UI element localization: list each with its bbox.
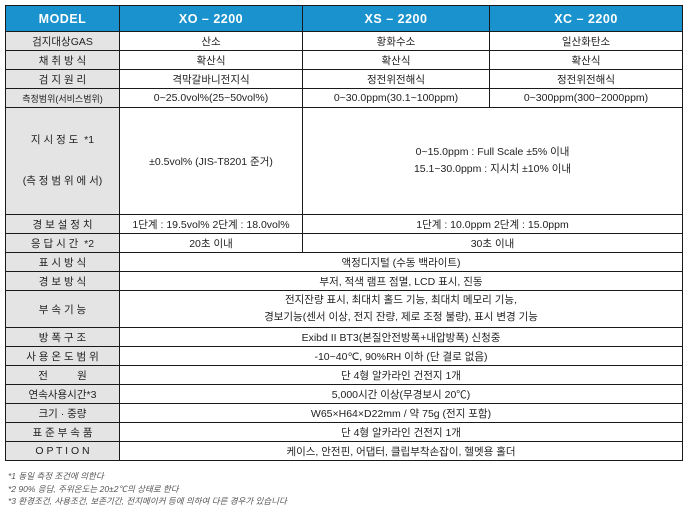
spec-cell: 산소 xyxy=(119,31,303,51)
spec-cell-full: W65×H64×D22mm / 약 75g (전지 포함) xyxy=(119,403,683,423)
spec-cell: 격막갈바니전지식 xyxy=(119,69,303,89)
header-xc2200: XC – 2200 xyxy=(489,5,683,32)
row-label: 경 보 방 식 xyxy=(5,271,120,291)
spec-cell-merged: 30초 이내 xyxy=(302,233,683,253)
row-label: 표 시 방 식 xyxy=(5,252,120,272)
spec-cell: 황화수소 xyxy=(302,31,490,51)
row-target-gas: 검지대상GAS 산소 황화수소 일산화탄소 xyxy=(5,31,683,51)
spec-cell-full: 부저, 적색 램프 점멸, LCD 표시, 진동 xyxy=(119,271,683,291)
spec-cell-full: 전지잔량 표시, 최대치 홀드 기능, 최대치 메모리 기능, 경보기능(센서 … xyxy=(119,290,683,328)
footnotes: *1 동일 측정 조건에 의한다 *2 90% 응답, 주위온도는 20±2℃의… xyxy=(8,470,682,508)
spec-cell: 0~25.0vol%(25~50vol%) xyxy=(119,88,303,108)
row-label: 표 준 부 속 품 xyxy=(5,422,120,442)
footnote-1: *1 동일 측정 조건에 의한다 xyxy=(8,471,104,481)
row-label: 채 취 방 식 xyxy=(5,50,120,70)
spec-cell-full: 단 4형 알카라인 건전지 1개 xyxy=(119,365,683,385)
row-label-line2: (측 정 범 위 에 서) xyxy=(22,175,103,187)
spec-cell: ±0.5vol% (JIS-T8201 준거) xyxy=(119,107,303,215)
spec-cell: 1단계 : 19.5vol% 2단계 : 18.0vol% xyxy=(119,214,303,234)
row-additional-functions: 부 속 기 능 전지잔량 표시, 최대치 홀드 기능, 최대치 메모리 기능, … xyxy=(5,290,683,328)
functions-line1: 전지잔량 표시, 최대치 홀드 기능, 최대치 메모리 기능, xyxy=(284,294,518,306)
row-label: 응 답 시 간 *2 xyxy=(5,233,120,253)
row-label: 검지대상GAS xyxy=(5,31,120,51)
row-label: 측정범위(서비스범위) xyxy=(5,88,120,108)
spec-cell: 확산식 xyxy=(302,50,490,70)
spec-cell-full: Exibd II BT3(본질안전방폭+내압방폭) 신청중 xyxy=(119,327,683,347)
row-response-time: 응 답 시 간 *2 20초 이내 30초 이내 xyxy=(5,233,683,253)
row-label: 사 용 온 도 범 위 xyxy=(5,346,120,366)
row-alarm-setpoint: 경 보 설 정 치 1단계 : 19.5vol% 2단계 : 18.0vol% … xyxy=(5,214,683,234)
row-label: 전 원 xyxy=(5,365,120,385)
row-measuring-range: 측정범위(서비스범위) 0~25.0vol%(25~50vol%) 0~30.0… xyxy=(5,88,683,108)
row-standard-accessories: 표 준 부 속 품 단 4형 알카라인 건전지 1개 xyxy=(5,422,683,442)
row-label-line1: 지 시 정 도 *1 xyxy=(30,134,95,146)
header-model: MODEL xyxy=(5,5,120,32)
spec-cell: 확산식 xyxy=(489,50,683,70)
row-accuracy: 지 시 정 도 *1 (측 정 범 위 에 서) ±0.5vol% (JIS-T… xyxy=(5,107,683,215)
row-label: 방 폭 구 조 xyxy=(5,327,120,347)
spec-cell-merged: 0~15.0ppm : Full Scale ±5% 이내 15.1~30.0p… xyxy=(302,107,683,215)
row-alarm-type: 경 보 방 식 부저, 적색 램프 점멸, LCD 표시, 진동 xyxy=(5,271,683,291)
row-explosion-proof: 방 폭 구 조 Exibd II BT3(본질안전방폭+내압방폭) 신청중 xyxy=(5,327,683,347)
row-display-type: 표 시 방 식 액정디지털 (수동 백라이트) xyxy=(5,252,683,272)
row-power: 전 원 단 4형 알카라인 건전지 1개 xyxy=(5,365,683,385)
functions-line2: 경보기능(센서 이상, 전지 잔량, 제로 조정 불량), 표시 변경 기능 xyxy=(264,311,538,323)
spec-cell-merged: 1단계 : 10.0ppm 2단계 : 15.0ppm xyxy=(302,214,683,234)
spec-cell: 확산식 xyxy=(119,50,303,70)
spec-cell: 0~30.0ppm(30.1~100ppm) xyxy=(302,88,490,108)
spec-sheet: MODEL XO – 2200 XS – 2200 XC – 2200 검지대상… xyxy=(5,5,683,508)
row-label: 연속사용시간*3 xyxy=(5,384,120,404)
row-label: 경 보 설 정 치 xyxy=(5,214,120,234)
spec-cell-full: 액정디지털 (수동 백라이트) xyxy=(119,252,683,272)
row-operating-temp: 사 용 온 도 범 위 -10~40℃, 90%RH 이하 (단 결로 없음) xyxy=(5,346,683,366)
spec-cell-full: 5,000시간 이상(무경보시 20℃) xyxy=(119,384,683,404)
row-label: O P T I O N xyxy=(5,441,120,461)
row-label: 크기 · 중량 xyxy=(5,403,120,423)
header-row: MODEL XO – 2200 XS – 2200 XC – 2200 xyxy=(5,5,683,32)
row-detection-principle: 검 지 원 리 격막갈바니전지식 정전위전해식 정전위전해식 xyxy=(5,69,683,89)
footnote-3: *3 환경조건, 사용조건, 보존기간, 전지메이커 등에 의하여 다른 경우가… xyxy=(8,496,287,506)
spec-cell: 정전위전해식 xyxy=(489,69,683,89)
row-label: 검 지 원 리 xyxy=(5,69,120,89)
row-battery-life: 연속사용시간*3 5,000시간 이상(무경보시 20℃) xyxy=(5,384,683,404)
spec-cell-full: 단 4형 알카라인 건전지 1개 xyxy=(119,422,683,442)
row-label: 부 속 기 능 xyxy=(5,290,120,328)
accuracy-line1: 0~15.0ppm : Full Scale ±5% 이내 xyxy=(415,146,570,158)
spec-cell: 정전위전해식 xyxy=(302,69,490,89)
spec-cell-full: -10~40℃, 90%RH 이하 (단 결로 없음) xyxy=(119,346,683,366)
header-xs2200: XS – 2200 xyxy=(302,5,490,32)
spec-cell: 0~300ppm(300~2000ppm) xyxy=(489,88,683,108)
footnote-2: *2 90% 응답, 주위온도는 20±2℃의 상태로 한다 xyxy=(8,483,179,494)
spec-cell: 일산화탄소 xyxy=(489,31,683,51)
row-label: 지 시 정 도 *1 (측 정 범 위 에 서) xyxy=(5,107,120,215)
spec-cell: 20초 이내 xyxy=(119,233,303,253)
row-option: O P T I O N 케이스, 안전핀, 어댑터, 클립부착손잡이, 헬멧용 … xyxy=(5,441,683,461)
header-xo2200: XO – 2200 xyxy=(119,5,303,32)
spec-table: MODEL XO – 2200 XS – 2200 XC – 2200 검지대상… xyxy=(5,5,683,461)
spec-cell-full: 케이스, 안전핀, 어댑터, 클립부착손잡이, 헬멧용 홀더 xyxy=(119,441,683,461)
row-sampling-method: 채 취 방 식 확산식 확산식 확산식 xyxy=(5,50,683,70)
accuracy-line2: 15.1~30.0ppm : 지시치 ±10% 이내 xyxy=(413,163,572,175)
row-size-weight: 크기 · 중량 W65×H64×D22mm / 약 75g (전지 포함) xyxy=(5,403,683,423)
